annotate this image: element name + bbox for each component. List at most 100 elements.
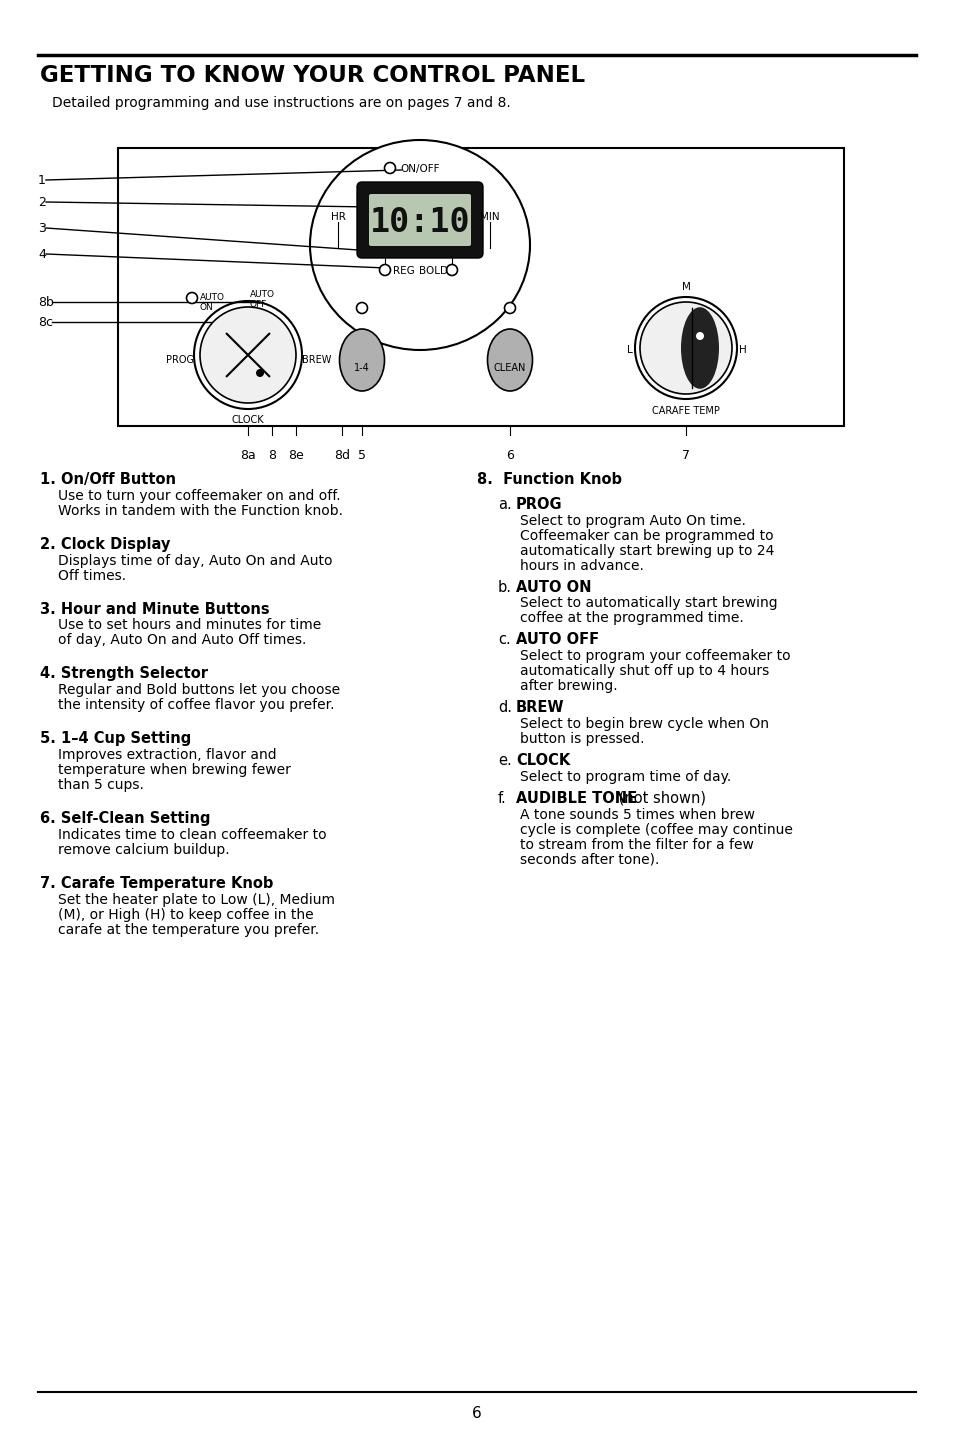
Circle shape — [446, 265, 457, 276]
Text: seconds after tone).: seconds after tone). — [519, 853, 659, 867]
Text: Select to program your coffeemaker to: Select to program your coffeemaker to — [519, 650, 790, 663]
Text: 3: 3 — [38, 222, 46, 235]
Text: 2. Clock Display: 2. Clock Display — [40, 537, 171, 552]
Text: Use to turn your coffeemaker on and off.: Use to turn your coffeemaker on and off. — [58, 489, 340, 502]
Text: Coffeemaker can be programmed to: Coffeemaker can be programmed to — [519, 528, 773, 542]
Text: button is pressed.: button is pressed. — [519, 733, 644, 746]
Text: ON/OFF: ON/OFF — [399, 165, 439, 175]
Ellipse shape — [639, 302, 731, 394]
Text: L: L — [626, 345, 633, 355]
Text: 1-4: 1-4 — [354, 363, 370, 373]
Text: AUDIBLE TONE: AUDIBLE TONE — [516, 791, 637, 806]
Text: Regular and Bold buttons let you choose: Regular and Bold buttons let you choose — [58, 683, 340, 697]
Text: hours in advance.: hours in advance. — [519, 558, 643, 572]
Text: MIN: MIN — [479, 212, 499, 222]
Text: remove calcium buildup.: remove calcium buildup. — [58, 843, 230, 857]
Ellipse shape — [339, 329, 384, 391]
Text: after brewing.: after brewing. — [519, 680, 617, 693]
Text: AUTO
OFF: AUTO OFF — [250, 290, 274, 309]
Text: 7: 7 — [681, 449, 689, 462]
Text: Select to automatically start brewing: Select to automatically start brewing — [519, 597, 777, 611]
Text: 8: 8 — [268, 449, 275, 462]
Text: b.: b. — [497, 580, 512, 595]
Text: Displays time of day, Auto On and Auto: Displays time of day, Auto On and Auto — [58, 554, 333, 568]
Circle shape — [255, 369, 264, 376]
Text: the intensity of coffee flavor you prefer.: the intensity of coffee flavor you prefe… — [58, 698, 335, 713]
Text: 8b: 8b — [38, 295, 53, 309]
Text: 10:10: 10:10 — [370, 206, 470, 239]
FancyBboxPatch shape — [356, 182, 482, 258]
Text: A tone sounds 5 times when brew: A tone sounds 5 times when brew — [519, 807, 754, 821]
Ellipse shape — [310, 140, 530, 351]
Text: 7. Carafe Temperature Knob: 7. Carafe Temperature Knob — [40, 876, 274, 892]
Text: 4: 4 — [38, 248, 46, 260]
Text: 2: 2 — [38, 196, 46, 209]
Text: 8a: 8a — [240, 449, 255, 462]
Text: f.: f. — [497, 791, 506, 806]
Text: AUTO OFF: AUTO OFF — [516, 633, 598, 647]
Text: CLOCK: CLOCK — [232, 415, 264, 425]
Text: 8c: 8c — [38, 315, 53, 329]
Text: automatically shut off up to 4 hours: automatically shut off up to 4 hours — [519, 664, 768, 678]
Text: 8d: 8d — [334, 449, 350, 462]
Text: Improves extraction, flavor and: Improves extraction, flavor and — [58, 748, 276, 761]
Text: (not shown): (not shown) — [614, 791, 705, 806]
Text: Set the heater plate to Low (L), Medium: Set the heater plate to Low (L), Medium — [58, 893, 335, 907]
Text: PROG: PROG — [166, 355, 193, 365]
Text: automatically start brewing up to 24: automatically start brewing up to 24 — [519, 544, 774, 558]
Text: 1. On/Off Button: 1. On/Off Button — [40, 472, 175, 487]
Text: PROG: PROG — [516, 497, 562, 512]
Circle shape — [356, 302, 367, 313]
Text: a.: a. — [497, 497, 511, 512]
Text: Works in tandem with the Function knob.: Works in tandem with the Function knob. — [58, 504, 343, 518]
Text: H: H — [739, 345, 746, 355]
Text: cycle is complete (coffee may continue: cycle is complete (coffee may continue — [519, 823, 792, 837]
Text: M: M — [680, 282, 690, 292]
Text: e.: e. — [497, 753, 511, 768]
Text: 6. Self-Clean Setting: 6. Self-Clean Setting — [40, 811, 211, 826]
Text: Select to program Auto On time.: Select to program Auto On time. — [519, 514, 745, 528]
Text: temperature when brewing fewer: temperature when brewing fewer — [58, 763, 291, 777]
Text: Use to set hours and minutes for time: Use to set hours and minutes for time — [58, 618, 321, 633]
Text: Off times.: Off times. — [58, 568, 126, 582]
Text: coffee at the programmed time.: coffee at the programmed time. — [519, 611, 743, 625]
Ellipse shape — [680, 308, 719, 389]
Text: 4. Strength Selector: 4. Strength Selector — [40, 667, 208, 681]
Bar — [118, 147, 843, 426]
Text: Select to program time of day.: Select to program time of day. — [519, 770, 731, 784]
Text: BOLD: BOLD — [418, 266, 448, 276]
Text: AUTO
ON: AUTO ON — [200, 293, 225, 312]
Text: Select to begin brew cycle when On: Select to begin brew cycle when On — [519, 717, 768, 731]
Text: of day, Auto On and Auto Off times.: of day, Auto On and Auto Off times. — [58, 634, 306, 647]
Ellipse shape — [200, 308, 295, 404]
FancyBboxPatch shape — [369, 195, 471, 246]
Text: 6: 6 — [505, 449, 514, 462]
Text: CLOCK: CLOCK — [516, 753, 570, 768]
Text: 8e: 8e — [288, 449, 304, 462]
Text: 3. Hour and Minute Buttons: 3. Hour and Minute Buttons — [40, 601, 270, 617]
Circle shape — [635, 298, 737, 399]
Text: than 5 cups.: than 5 cups. — [58, 778, 144, 791]
Circle shape — [193, 301, 302, 409]
Text: 1: 1 — [38, 173, 46, 186]
Text: d.: d. — [497, 700, 512, 716]
Circle shape — [186, 292, 197, 303]
Text: c.: c. — [497, 633, 510, 647]
Text: BREW: BREW — [516, 700, 564, 716]
Text: CLEAN: CLEAN — [494, 363, 526, 373]
Text: 5. 1–4 Cup Setting: 5. 1–4 Cup Setting — [40, 731, 191, 746]
Circle shape — [379, 265, 390, 276]
Circle shape — [696, 332, 703, 341]
Text: Detailed programming and use instructions are on pages 7 and 8.: Detailed programming and use instruction… — [52, 96, 510, 110]
Text: AUTO ON: AUTO ON — [516, 580, 591, 595]
Text: 8.  Function Knob: 8. Function Knob — [476, 472, 621, 487]
Text: REG: REG — [393, 266, 415, 276]
Text: (M), or High (H) to keep coffee in the: (M), or High (H) to keep coffee in the — [58, 907, 314, 922]
Ellipse shape — [487, 329, 532, 391]
Text: BREW: BREW — [302, 355, 331, 365]
Text: 6: 6 — [472, 1405, 481, 1421]
Circle shape — [384, 163, 395, 173]
Text: CARAFE TEMP: CARAFE TEMP — [652, 406, 720, 416]
Text: GETTING TO KNOW YOUR CONTROL PANEL: GETTING TO KNOW YOUR CONTROL PANEL — [40, 64, 584, 87]
Text: to stream from the filter for a few: to stream from the filter for a few — [519, 837, 753, 851]
